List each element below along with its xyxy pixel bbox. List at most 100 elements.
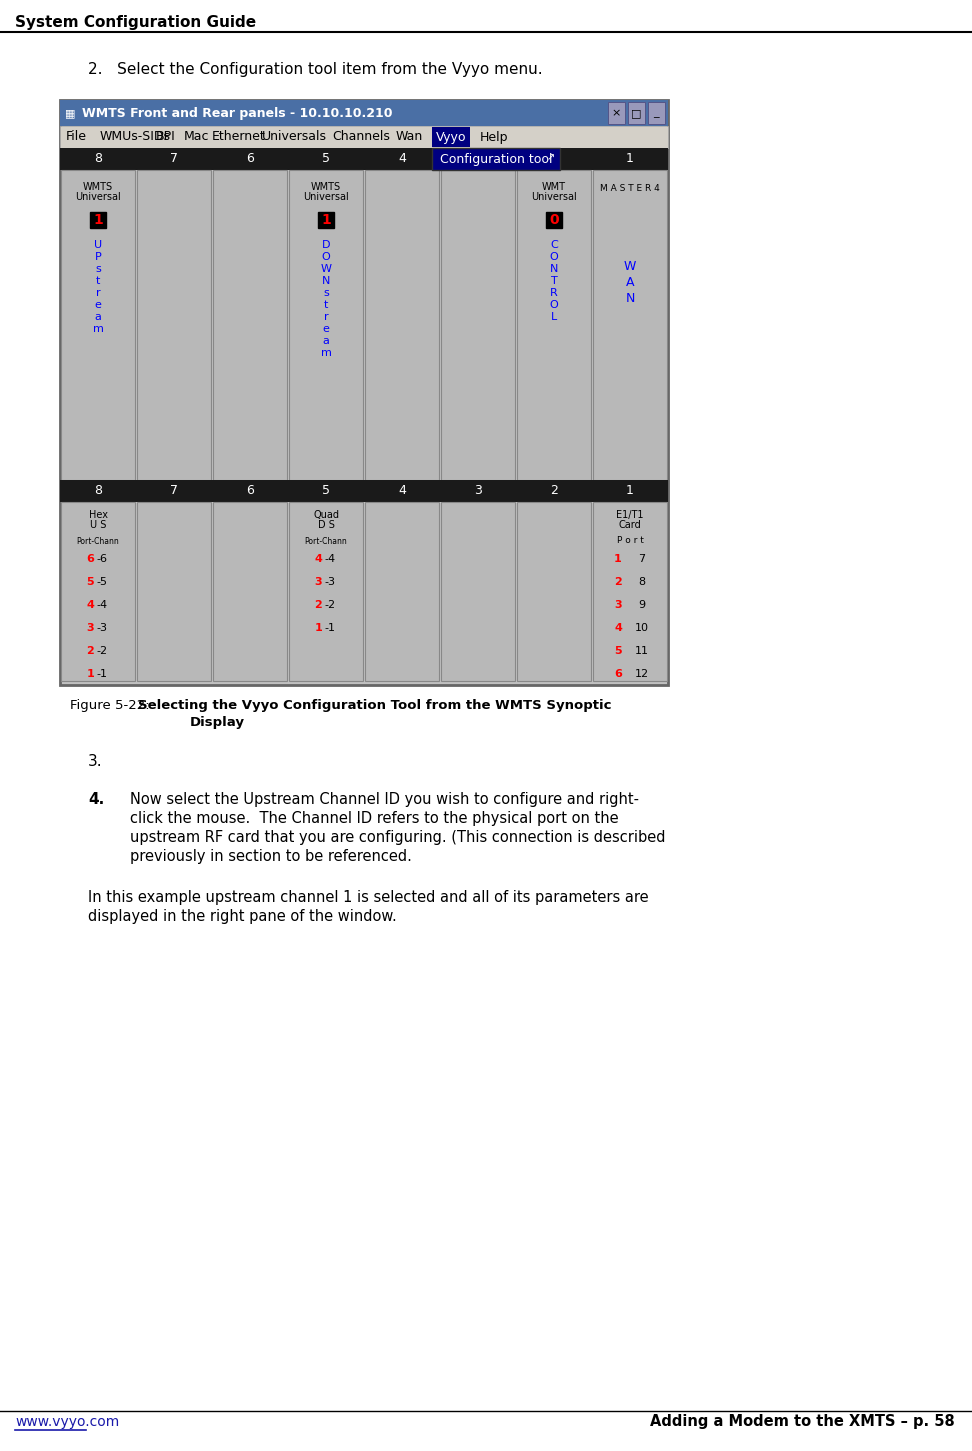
Bar [517,502,591,681]
Text: 1: 1 [321,213,330,226]
Bar [60,100,668,126]
Text: 1: 1 [626,485,634,498]
Bar [60,100,668,685]
Text: 3: 3 [614,601,622,609]
Text: displayed in the right pane of the window.: displayed in the right pane of the windo… [88,908,397,924]
Text: ↗: ↗ [547,152,555,163]
Bar [608,102,625,123]
Text: 3: 3 [474,485,482,498]
Text: 1: 1 [93,213,103,226]
Text: 3: 3 [474,152,482,165]
Bar [593,170,667,480]
Text: -3: -3 [96,622,107,633]
Bar [60,148,668,170]
Text: 6: 6 [87,554,94,564]
Text: W
A
N: W A N [624,260,637,305]
Text: BPI: BPI [156,131,176,144]
Text: 8: 8 [94,152,102,165]
Text: 7: 7 [170,485,178,498]
Text: 11: 11 [635,646,649,656]
Text: Adding a Modem to the XMTS – p. 58: Adding a Modem to the XMTS – p. 58 [650,1415,955,1429]
Bar [61,170,135,480]
Text: File: File [66,131,87,144]
Text: -4: -4 [96,601,107,609]
Text: 12: 12 [635,669,649,679]
Text: 4: 4 [399,152,406,165]
Bar [432,148,560,170]
Text: -5: -5 [96,577,107,588]
Bar [213,170,287,480]
Bar [213,502,287,681]
Bar [90,212,106,228]
Text: 1: 1 [314,622,322,633]
Bar [648,102,665,123]
Text: 3: 3 [87,622,94,633]
Text: 4: 4 [314,554,322,564]
Text: Mac: Mac [184,131,210,144]
Text: In this example upstream channel 1 is selected and all of its parameters are: In this example upstream channel 1 is se… [88,889,648,905]
Text: Help: Help [480,131,508,144]
Bar [289,170,363,480]
Text: Universal: Universal [303,192,349,202]
Text: M A S T E R 4: M A S T E R 4 [600,184,660,193]
Text: Wan: Wan [396,131,423,144]
Bar [628,102,645,123]
Text: _: _ [653,107,659,118]
Bar [289,502,363,681]
Text: 4: 4 [87,601,94,609]
Text: Display: Display [190,715,245,728]
Bar [593,502,667,681]
Text: Figure 5-22:: Figure 5-22: [70,699,154,712]
Text: Port-Chann: Port-Chann [77,537,120,546]
Text: 9: 9 [639,601,645,609]
Text: WMTS: WMTS [83,181,113,192]
Text: 1: 1 [87,669,94,679]
Text: 5: 5 [87,577,94,588]
Text: 4: 4 [399,485,406,498]
Text: Now select the Upstream Channel ID you wish to configure and right-: Now select the Upstream Channel ID you w… [130,792,639,807]
Text: Channels: Channels [332,131,390,144]
Text: Universal: Universal [75,192,121,202]
Text: 1: 1 [626,152,634,165]
Text: click the mouse.  The Channel ID refers to the physical port on the: click the mouse. The Channel ID refers t… [130,811,618,826]
Text: WMUs-SIDs: WMUs-SIDs [100,131,171,144]
Bar [318,212,334,228]
Text: Selecting the Vyyo Configuration Tool from the WMTS Synoptic: Selecting the Vyyo Configuration Tool fr… [138,699,611,712]
Text: 0: 0 [549,213,559,226]
Text: System Configuration Guide: System Configuration Guide [15,15,257,30]
Text: 2: 2 [87,646,94,656]
Bar [432,128,470,147]
Text: 8: 8 [94,485,102,498]
Text: U S: U S [89,519,106,530]
Text: 3: 3 [314,577,322,588]
Bar [365,170,439,480]
Text: www.vyyo.com: www.vyyo.com [15,1415,120,1429]
Text: -1: -1 [324,622,335,633]
Text: E1/T1: E1/T1 [616,509,643,519]
Bar [441,502,515,681]
Bar [60,126,668,148]
Text: 10: 10 [635,622,649,633]
Text: Universal: Universal [531,192,576,202]
Bar [137,502,211,681]
Text: Port-Chann: Port-Chann [304,537,347,546]
Text: 2: 2 [614,577,622,588]
Text: previously in section to be referenced.: previously in section to be referenced. [130,849,412,863]
Text: -1: -1 [96,669,107,679]
Bar [61,502,135,681]
Text: WMT: WMT [542,181,566,192]
Text: 4.: 4. [88,792,104,807]
Text: □: □ [631,107,642,118]
Text: U
P
s
t
r
e
a
m: U P s t r e a m [92,239,103,334]
Text: 6: 6 [246,152,254,165]
Text: 1: 1 [614,554,622,564]
Text: Ethernet: Ethernet [212,131,265,144]
Text: ×: × [611,107,621,118]
Text: C
O
N
T
R
O
L: C O N T R O L [549,239,558,322]
Text: -6: -6 [96,554,107,564]
Text: upstream RF card that you are configuring. (This connection is described: upstream RF card that you are configurin… [130,830,666,844]
Text: ▦: ▦ [65,107,76,118]
Text: Universals: Universals [262,131,327,144]
Text: Vyyo: Vyyo [435,131,467,144]
Bar [441,170,515,480]
